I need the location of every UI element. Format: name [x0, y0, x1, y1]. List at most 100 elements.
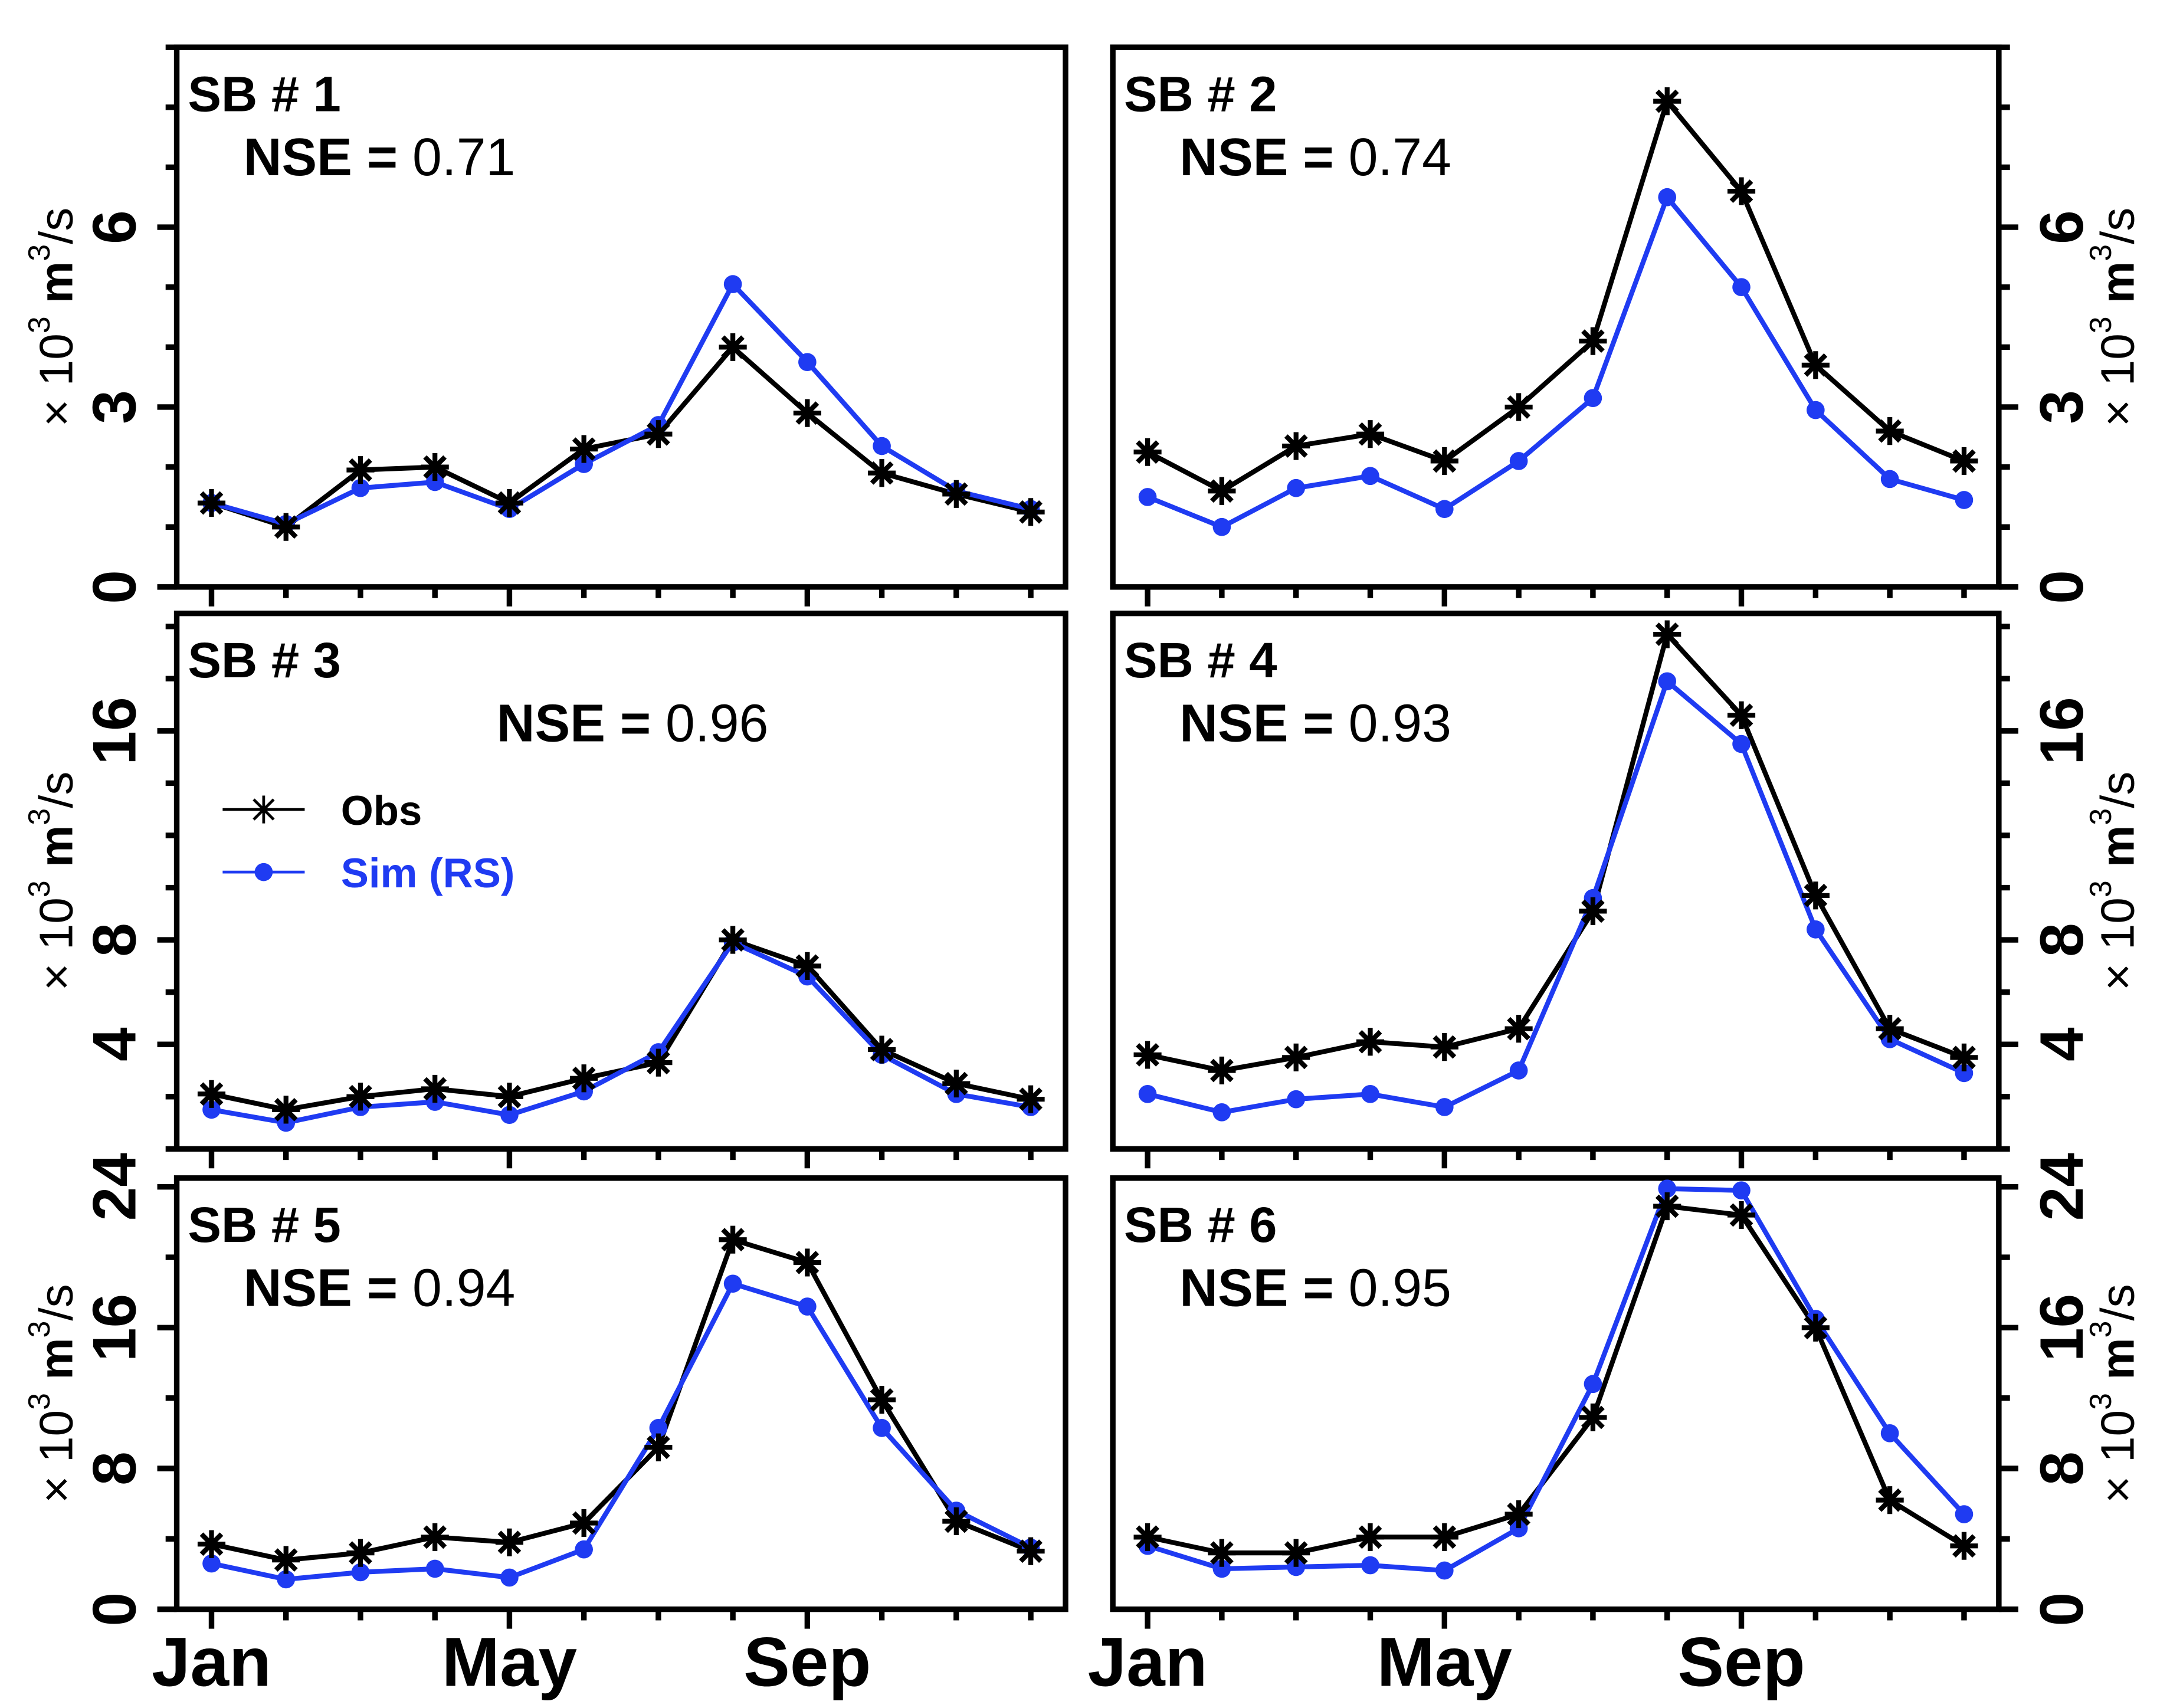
y-tick-label: 0: [80, 570, 148, 604]
sim-point: [1361, 1084, 1379, 1103]
obs-point: [197, 1530, 226, 1558]
y-ticks: 0 8 16 24: [1998, 1153, 2096, 1626]
obs-point: [793, 1248, 821, 1277]
sim-point: [575, 1540, 593, 1559]
sim-line: [1147, 678, 1965, 1115]
nse-annotation: NSE = 0.96: [497, 694, 769, 753]
sim-point: [1880, 470, 1899, 489]
obs-point: [793, 952, 821, 980]
sim-point: [500, 1106, 519, 1125]
obs-point: [719, 926, 747, 954]
panel-title: SB # 3: [188, 632, 340, 688]
sim-point: [1287, 1558, 1306, 1576]
panel-title: SB # 4: [1124, 632, 1277, 688]
sim-point: [1955, 1064, 1974, 1083]
obs-point: [1430, 447, 1458, 476]
obs-point: [1579, 897, 1607, 925]
obs-point: [942, 480, 971, 508]
panel-title: SB # 5: [188, 1196, 340, 1253]
sim-point: [425, 1559, 444, 1578]
obs-point: [1356, 420, 1385, 448]
sim-point: [1955, 491, 1974, 509]
obs-point: [421, 1074, 449, 1103]
y-ticks: 0 8 16 24: [80, 1153, 177, 1626]
sim-point: [425, 473, 444, 491]
sim-point: [277, 1570, 296, 1589]
obs-point: [1208, 1056, 1236, 1085]
obs-point: [421, 1523, 449, 1551]
sim-point: [1955, 1505, 1974, 1523]
sim-point: [1584, 1375, 1602, 1394]
obs-point: [1653, 87, 1681, 116]
obs-point: [1133, 1041, 1162, 1069]
sim-point: [1212, 1103, 1231, 1122]
panel-sb4: 4 8 16 × 103 m3/s SB # 4 NSE = 0.93: [1110, 610, 2143, 1169]
y-ticks: 4 8 16: [80, 624, 177, 1152]
panel-title: SB # 1: [188, 66, 340, 122]
obs-point: [346, 1539, 375, 1567]
sim-point: [1509, 452, 1528, 470]
obs-point: [868, 1035, 896, 1064]
obs-point: [719, 1225, 747, 1254]
obs-point: [1282, 1539, 1310, 1567]
sim-point: [1732, 278, 1751, 297]
legend-label-sim: Sim (RS): [341, 850, 515, 896]
sim-point: [1732, 1181, 1751, 1199]
nse-annotation: NSE = 0.93: [1179, 694, 1451, 753]
y-tick-label: 24: [80, 1153, 148, 1221]
y-tick-label: 4: [80, 1027, 148, 1061]
obs-point: [644, 420, 673, 448]
obs-point: [1801, 881, 1830, 910]
x-ticks: [1145, 586, 1967, 607]
x-tick-label: May: [1377, 1622, 1512, 1700]
obs-point: [1208, 1539, 1236, 1567]
obs-point: [1727, 1201, 1756, 1230]
legend-label-obs: Obs: [341, 787, 422, 834]
obs-point: [1801, 351, 1830, 379]
y-tick-label: 24: [2027, 1153, 2096, 1221]
y-tick-label: 8: [2027, 923, 2096, 957]
x-tick-label: Jan: [152, 1622, 271, 1700]
obs-point: [570, 1509, 598, 1537]
obs-point: [1876, 1486, 1904, 1514]
nse-annotation: NSE = 0.71: [244, 127, 516, 186]
sim-point: [1435, 500, 1454, 519]
sim-point: [1361, 467, 1379, 486]
y-tick-label: 0: [2027, 570, 2096, 604]
sim-point: [798, 1297, 817, 1316]
nse-annotation: NSE = 0.74: [1179, 127, 1451, 186]
y-tick-label: 8: [2027, 1451, 2096, 1486]
legend: Obs Sim (RS): [222, 787, 514, 896]
obs-point: [1017, 1085, 1045, 1113]
plot-frame: [1110, 610, 2002, 1152]
sim-point: [798, 353, 817, 372]
obs-point: [868, 1386, 896, 1414]
obs-point: [495, 1528, 524, 1556]
obs-point: [1950, 447, 1978, 476]
y-tick-label: 16: [2027, 697, 2096, 765]
obs-line: [1146, 99, 1965, 494]
sim-point: [873, 1419, 891, 1437]
obs-point: [1950, 1043, 1978, 1071]
y-tick-label: 4: [2027, 1027, 2096, 1061]
obs-point: [1504, 1500, 1533, 1529]
sim-point: [1435, 1561, 1454, 1580]
obs-point: [1801, 1313, 1830, 1342]
sim-point: [1658, 188, 1677, 206]
sim-point: [1509, 1519, 1528, 1537]
obs-point: [197, 1080, 226, 1108]
series-group: [1133, 87, 1978, 536]
obs-point: [1876, 1015, 1904, 1043]
y-axis-label: × 103 m3/s: [22, 772, 82, 991]
obs-point: [1282, 432, 1310, 460]
sim-point: [575, 455, 593, 473]
y-tick-label: 16: [2027, 1294, 2096, 1362]
obs-point: [1950, 1532, 1978, 1560]
obs-point: [644, 1048, 673, 1077]
obs-point: [1653, 620, 1681, 648]
y-axis-label: × 103 m3/s: [2083, 1284, 2143, 1503]
obs-point: [346, 456, 375, 484]
sim-point: [202, 1554, 221, 1573]
